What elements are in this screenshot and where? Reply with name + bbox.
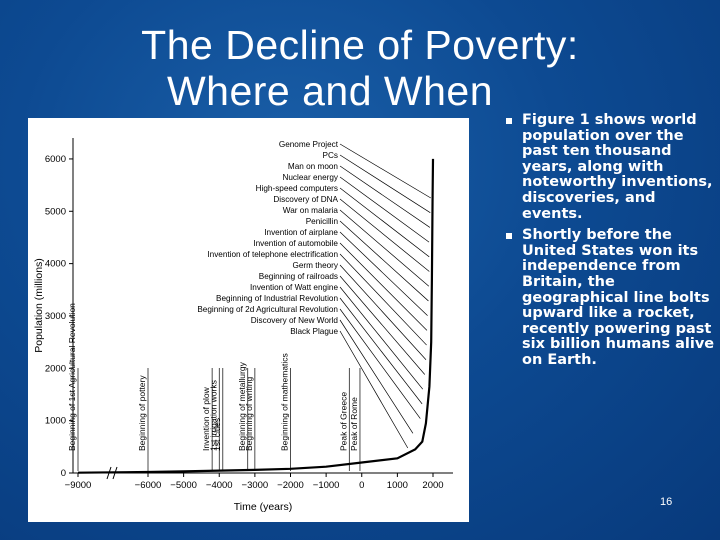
- bullet-list: Figure 1 shows world population over the…: [502, 112, 717, 375]
- x-tick-label: 0: [359, 480, 364, 491]
- bullet-square-icon: [506, 233, 512, 240]
- bullet-item: Figure 1 shows world population over the…: [502, 112, 717, 222]
- fan-annotation-label: Penicillin: [306, 217, 339, 226]
- x-tick-label: −3000: [242, 480, 269, 491]
- fan-annotation-label: Beginning of 2d Agricultural Revolution: [197, 305, 338, 314]
- event-marker-label: Beginning of metallurgy: [237, 361, 247, 451]
- fan-annotation-label: Invention of telephone electrification: [207, 250, 338, 259]
- event-marker-label: Peak of Rome: [349, 397, 359, 451]
- fan-annotation-line: [339, 209, 430, 287]
- x-tick-label: 2000: [422, 480, 443, 491]
- fan-annotation-line: [339, 286, 424, 390]
- fan-annotation-line: [339, 176, 430, 243]
- bullet-square-icon: [506, 118, 512, 124]
- population-series-line: [77, 158, 435, 474]
- bullet-text: Shortly before the United States won its…: [522, 227, 715, 368]
- fan-annotation-label: Black Plague: [290, 327, 338, 336]
- x-tick-label: −2000: [277, 480, 304, 491]
- title-line-2: Where and When: [166, 68, 494, 114]
- fan-annotation-label: Invention of automobile: [253, 239, 338, 248]
- event-marker-label: 1st cities: [212, 418, 222, 451]
- x-tick-label: −5000: [170, 480, 197, 491]
- y-tick-label: 1000: [45, 416, 66, 427]
- fan-annotation-label: Discovery of New World: [251, 316, 339, 325]
- fan-annotation-line: [339, 165, 431, 228]
- fan-annotation-label: Man on moon: [288, 162, 339, 171]
- title-line-1: The Decline of Poverty:: [141, 22, 579, 68]
- fan-annotation-label: War on malaria: [283, 206, 339, 215]
- fan-annotation-label: Invention of Watt engine: [250, 283, 338, 292]
- fan-annotation-line: [339, 231, 428, 316]
- event-marker-label: 1st irrigation works: [208, 380, 218, 451]
- fan-annotation-label: PCs: [323, 151, 338, 160]
- x-axis-label: Time (years): [234, 501, 293, 513]
- event-marker-label: Invention of plow: [201, 386, 211, 451]
- fan-annotation-label: Germ theory: [293, 261, 339, 270]
- fan-annotation-line: [339, 275, 426, 375]
- y-tick-label: 4000: [45, 259, 66, 270]
- fan-annotation-label: High-speed computers: [256, 184, 338, 193]
- fan-annotation-line: [339, 253, 427, 346]
- y-tick-label: 6000: [45, 154, 66, 165]
- fan-annotation-label: Invention of airplane: [264, 228, 338, 237]
- y-tick-label: 2000: [45, 363, 66, 374]
- y-tick-label: 3000: [45, 311, 66, 322]
- slide-title: The Decline of Poverty: Where and When: [0, 22, 720, 114]
- fan-annotation-line: [339, 220, 429, 302]
- fan-annotation-line: [339, 319, 414, 434]
- event-marker-label: Beginning of writing: [244, 377, 254, 451]
- fan-annotation-line: [339, 154, 431, 214]
- x-tick-label: −4000: [206, 480, 233, 491]
- fan-annotation-line: [339, 143, 432, 199]
- fan-annotation-label: Beginning of Industrial Revolution: [216, 294, 338, 303]
- x-tick-label: 1000: [387, 480, 408, 491]
- event-marker-label: Beginning of 1st Agricultural Revolution: [67, 303, 77, 451]
- fan-annotation-line: [339, 264, 427, 360]
- x-tick-label: −9000: [65, 480, 92, 491]
- event-marker-label: Peak of Greece: [338, 392, 348, 451]
- population-chart: 0 1000 2000 3000 4000 5000 6000 −9000 −6000 −5000…: [33, 138, 453, 513]
- fan-annotation-line: [339, 187, 430, 258]
- fan-annotation-line: [339, 297, 423, 405]
- y-axis-label: Population (millions): [33, 258, 45, 353]
- event-marker-label: Beginning of pottery: [137, 375, 147, 451]
- fan-annotation-line: [339, 330, 409, 449]
- fan-annotation-label: Nuclear energy: [282, 173, 338, 182]
- fan-annotation-label: Genome Project: [279, 140, 339, 149]
- x-tick-label: −6000: [135, 480, 162, 491]
- fan-annotation-line: [339, 198, 430, 272]
- x-tick-label: −1000: [313, 480, 340, 491]
- fan-annotation-line: [339, 308, 421, 419]
- bullet-text: Figure 1 shows world population over the…: [522, 112, 713, 222]
- population-figure: 0 1000 2000 3000 4000 5000 6000 −9000 −6000 −5000…: [28, 118, 469, 522]
- bullet-item: Shortly before the United States won its…: [502, 227, 717, 368]
- y-tick-label: 5000: [45, 206, 66, 217]
- fan-annotation-label: Discovery of DNA: [273, 195, 338, 204]
- y-tick-label: 0: [61, 468, 66, 479]
- fan-annotation-line: [339, 242, 428, 331]
- page-number: 16: [660, 496, 673, 508]
- event-marker-label: Beginning of mathematics: [280, 353, 290, 451]
- fan-annotation-label: Beginning of railroads: [259, 272, 338, 281]
